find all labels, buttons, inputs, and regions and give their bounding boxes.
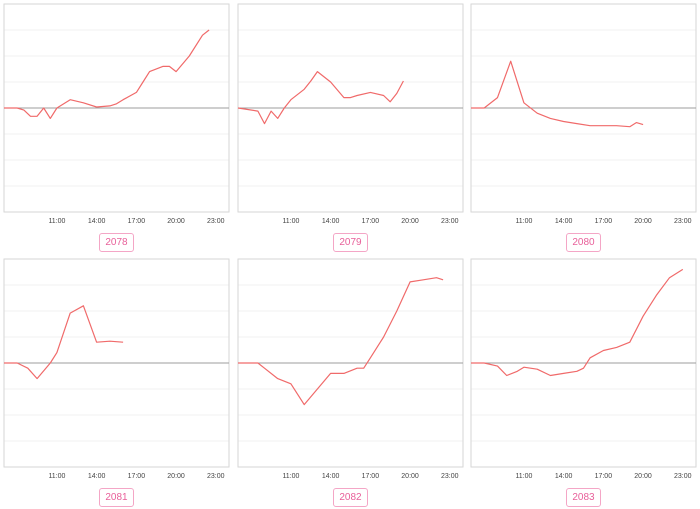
line-chart: 11:00 14:00 17:00 20:00 23:00	[234, 255, 467, 485]
x-tick-label: 20:00	[401, 218, 419, 225]
chart-svg: 11:00 14:00 17:00 20:00 23:00	[237, 3, 464, 225]
line-chart: 11:00 14:00 17:00 20:00 23:00	[0, 255, 233, 485]
series-line	[238, 277, 444, 406]
panel-tag-row: 2081	[0, 487, 233, 507]
panel-tag-row: 2079	[234, 232, 467, 252]
chart-svg: 11:00 14:00 17:00 20:00 23:00	[470, 3, 697, 225]
line-chart: 11:00 14:00 17:00 20:00 23:00	[467, 0, 700, 230]
x-tick-label: 17:00	[595, 218, 613, 225]
x-tick-label: 23:00	[207, 473, 225, 480]
panel-id-tag[interactable]: 2083	[566, 488, 601, 507]
line-chart: 11:00 14:00 17:00 20:00 23:00	[0, 0, 233, 230]
x-tick-label: 11:00	[515, 473, 532, 480]
x-tick-label: 11:00	[282, 473, 299, 480]
panel-id-tag[interactable]: 2078	[99, 233, 134, 252]
chart-panel: 11:00 14:00 17:00 20:00 23:00 2078	[0, 0, 233, 254]
series-line	[471, 60, 644, 128]
chart-svg: 11:00 14:00 17:00 20:00 23:00	[237, 258, 464, 480]
x-tick-label: 14:00	[322, 218, 340, 225]
chart-svg: 11:00 14:00 17:00 20:00 23:00	[3, 3, 230, 225]
x-tick-label: 17:00	[362, 218, 380, 225]
x-tick-label: 17:00	[128, 473, 146, 480]
chart-panel: 11:00 14:00 17:00 20:00 23:00 2081	[0, 255, 233, 509]
panel-tag-row: 2083	[467, 487, 700, 507]
x-tick-label: 23:00	[441, 473, 459, 480]
x-tick-label: 23:00	[207, 218, 225, 225]
x-tick-label: 20:00	[401, 473, 419, 480]
panel-id-tag[interactable]: 2082	[333, 488, 368, 507]
panel-id-tag[interactable]: 2081	[99, 488, 134, 507]
x-tick-label: 11:00	[48, 218, 65, 225]
panel-id-tag[interactable]: 2080	[566, 233, 601, 252]
panel-tag-row: 2082	[234, 487, 467, 507]
x-tick-label: 14:00	[555, 473, 573, 480]
x-tick-label: 14:00	[555, 218, 573, 225]
chart-panel: 11:00 14:00 17:00 20:00 23:00 2082	[234, 255, 467, 509]
x-tick-label: 11:00	[282, 218, 299, 225]
series-line	[4, 29, 210, 120]
x-tick-label: 17:00	[595, 473, 613, 480]
chart-svg: 11:00 14:00 17:00 20:00 23:00	[3, 258, 230, 480]
x-tick-label: 23:00	[441, 218, 459, 225]
chart-panel: 11:00 14:00 17:00 20:00 23:00 2079	[234, 0, 467, 254]
x-tick-label: 20:00	[167, 473, 185, 480]
x-tick-label: 20:00	[634, 218, 652, 225]
chart-svg: 11:00 14:00 17:00 20:00 23:00	[470, 258, 697, 480]
x-tick-label: 14:00	[322, 473, 340, 480]
x-tick-label: 14:00	[88, 473, 106, 480]
series-line	[237, 70, 404, 125]
line-chart: 11:00 14:00 17:00 20:00 23:00	[234, 0, 467, 230]
x-tick-label: 20:00	[167, 218, 185, 225]
x-tick-label: 11:00	[48, 473, 65, 480]
x-tick-label: 17:00	[128, 218, 146, 225]
panel-id-tag[interactable]: 2079	[333, 233, 368, 252]
series-line	[471, 268, 684, 377]
x-tick-label: 23:00	[674, 473, 692, 480]
panel-tag-row: 2080	[467, 232, 700, 252]
chart-panel: 11:00 14:00 17:00 20:00 23:00 2080	[467, 0, 700, 254]
x-tick-label: 23:00	[674, 218, 692, 225]
x-tick-label: 11:00	[515, 218, 532, 225]
x-tick-label: 17:00	[362, 473, 380, 480]
chart-panel: 11:00 14:00 17:00 20:00 23:00 2083	[467, 255, 700, 509]
panel-tag-row: 2078	[0, 232, 233, 252]
x-tick-label: 20:00	[634, 473, 652, 480]
series-line	[4, 305, 124, 380]
line-chart: 11:00 14:00 17:00 20:00 23:00	[467, 255, 700, 485]
x-tick-label: 14:00	[88, 218, 106, 225]
